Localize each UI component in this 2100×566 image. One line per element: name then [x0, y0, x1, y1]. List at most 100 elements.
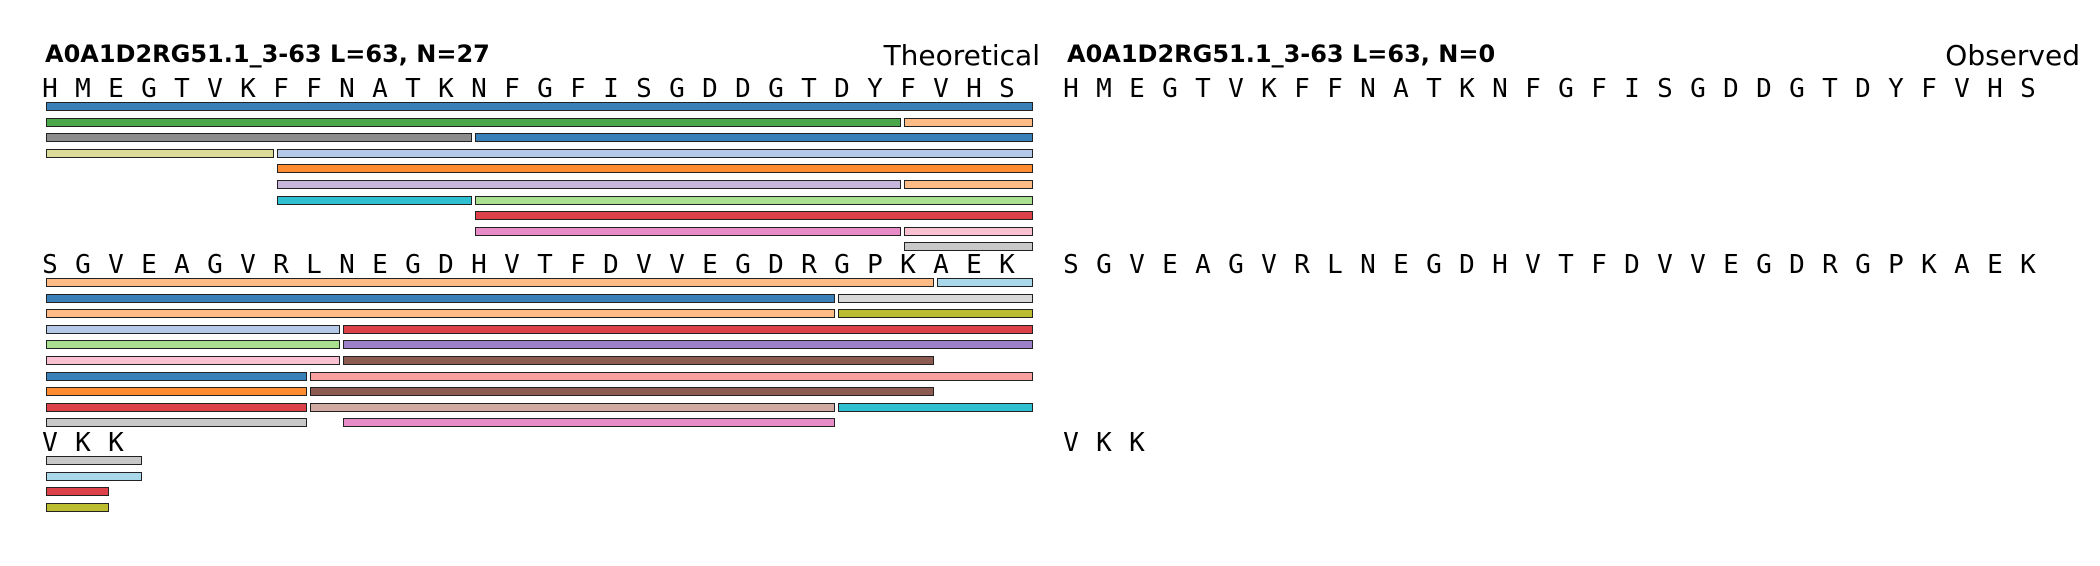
residue: G	[1228, 250, 1244, 280]
peptide-bar	[475, 211, 1033, 221]
residue: V	[504, 250, 520, 280]
residue: S	[1657, 74, 1673, 104]
peptide-bar	[904, 226, 1033, 236]
residue: G	[768, 74, 784, 104]
residue: E	[108, 74, 124, 104]
residue: T	[1195, 74, 1211, 104]
residue: T	[405, 74, 421, 104]
residue: M	[1096, 74, 1112, 104]
residue: N	[1360, 74, 1376, 104]
residue: T	[537, 250, 553, 280]
residue: V	[1954, 74, 1970, 104]
residue: F	[1294, 74, 1310, 104]
residue: D	[1756, 74, 1772, 104]
residue: K	[999, 250, 1015, 280]
residue: D	[1624, 250, 1640, 280]
residue: I	[603, 74, 619, 104]
peptide-bar	[904, 242, 1033, 252]
peptide-bar	[46, 418, 307, 428]
residue: G	[537, 74, 553, 104]
residue: E	[1162, 250, 1178, 280]
peptide-bar	[343, 324, 1033, 334]
residue: T	[1822, 74, 1838, 104]
residue: D	[603, 250, 619, 280]
residue: R	[1294, 250, 1310, 280]
residue: V	[207, 74, 223, 104]
residue: M	[75, 74, 91, 104]
residue: G	[1096, 250, 1112, 280]
residue: D	[768, 250, 784, 280]
residue: F	[1327, 74, 1343, 104]
peptide-bar	[277, 180, 901, 189]
residue: G	[1855, 250, 1871, 280]
peptide-bar	[838, 293, 1033, 303]
peptide-bar	[46, 502, 109, 512]
residue: F	[1591, 74, 1607, 104]
residue: I	[1624, 74, 1640, 104]
residue: V	[1261, 250, 1277, 280]
residue: N	[1360, 250, 1376, 280]
residue: G	[1426, 250, 1442, 280]
residue: V	[636, 250, 652, 280]
residue: T	[174, 74, 190, 104]
residue: T	[1426, 74, 1442, 104]
peptide-bar	[46, 309, 835, 319]
residue: F	[306, 74, 322, 104]
residue: E	[141, 250, 157, 280]
peptide-bar	[838, 402, 1033, 412]
residue: G	[834, 250, 850, 280]
peptide-bar	[46, 293, 835, 303]
peptide-bar	[46, 133, 472, 143]
residue: K	[438, 74, 454, 104]
peptide-bar	[904, 180, 1033, 189]
residue: E	[702, 250, 718, 280]
residue: A	[174, 250, 190, 280]
peptide-bar	[475, 133, 1033, 143]
residue: D	[1723, 74, 1739, 104]
residue: F	[900, 74, 916, 104]
residue: L	[1327, 250, 1343, 280]
residue: E	[1723, 250, 1739, 280]
residue: V	[240, 250, 256, 280]
residue: E	[1393, 250, 1409, 280]
residue: A	[933, 250, 949, 280]
residue: K	[1921, 250, 1937, 280]
residue: D	[735, 74, 751, 104]
residue: T	[1558, 250, 1574, 280]
residue: G	[1756, 250, 1772, 280]
residue: D	[1459, 250, 1475, 280]
peptide-bar	[310, 371, 1033, 381]
peptide-bar	[277, 195, 472, 205]
residue: V	[1129, 250, 1145, 280]
residue: K	[75, 428, 91, 458]
residue: K	[1096, 428, 1112, 458]
peptide-bar	[343, 356, 934, 365]
peptide-bar	[46, 487, 109, 497]
residue: S	[42, 250, 58, 280]
peptide-bar	[937, 278, 1033, 287]
residue: G	[207, 250, 223, 280]
residue: H	[1492, 250, 1508, 280]
peptide-bar	[46, 278, 934, 287]
residue: D	[702, 74, 718, 104]
residue: D	[438, 250, 454, 280]
residue: N	[471, 74, 487, 104]
residue: E	[372, 250, 388, 280]
peptide-bar	[46, 356, 340, 365]
residue: A	[1393, 74, 1409, 104]
residue: G	[405, 250, 421, 280]
residue: H	[1987, 74, 2003, 104]
peptide-bar	[904, 117, 1033, 127]
residue: F	[570, 250, 586, 280]
residue: H	[471, 250, 487, 280]
peptide-bar	[46, 102, 1033, 111]
residue: R	[1822, 250, 1838, 280]
residue: V	[108, 250, 124, 280]
residue: S	[636, 74, 652, 104]
residue: V	[669, 250, 685, 280]
residue: G	[735, 250, 751, 280]
residue: V	[1063, 428, 1079, 458]
residue: S	[999, 74, 1015, 104]
peptide-bar	[277, 148, 1033, 158]
residue: G	[1558, 74, 1574, 104]
